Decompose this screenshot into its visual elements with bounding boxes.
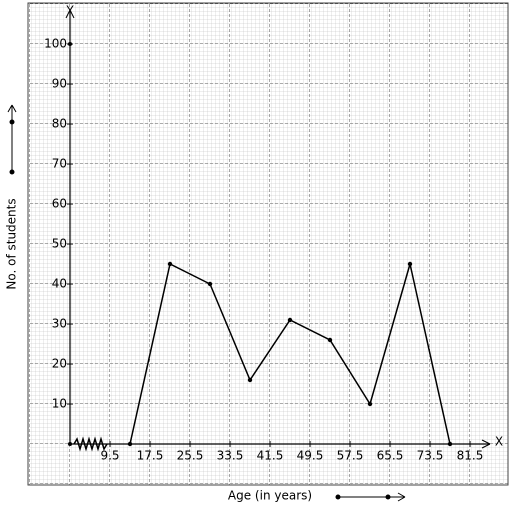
- data-point: [327, 337, 333, 343]
- data-point: [127, 441, 133, 447]
- data-point: [167, 261, 173, 267]
- data-point: [447, 441, 453, 447]
- y-tick-label: 40: [52, 277, 67, 291]
- x-tick-label: 9.5: [100, 449, 119, 463]
- y-tick-label: 80: [52, 117, 67, 131]
- data-point: [207, 281, 213, 287]
- decor-arrows: [7, 104, 406, 502]
- x-tick-label: 81.5: [457, 449, 484, 463]
- x-tick-label: 49.5: [297, 449, 324, 463]
- y-top-dot: [68, 42, 72, 46]
- y-tick-label: 50: [52, 237, 67, 251]
- x-tick-label: 73.5: [417, 449, 444, 463]
- data-point: [367, 401, 373, 407]
- x-tick-label: 17.5: [137, 449, 164, 463]
- x-tick-label: 65.5: [377, 449, 404, 463]
- origin-dot: [68, 442, 72, 446]
- y-tick-label: 10: [52, 397, 67, 411]
- x-tick-label: 57.5: [337, 449, 364, 463]
- data-point: [407, 261, 413, 267]
- y-axis-title: No. of students: [5, 198, 19, 289]
- y-tick-label: 90: [52, 77, 67, 91]
- y-tick-label: 70: [52, 157, 67, 171]
- data-point: [247, 377, 253, 383]
- y-tick-label: 20: [52, 357, 67, 371]
- y-tick-label: 100: [44, 37, 67, 51]
- axis-break: [73, 436, 108, 452]
- x-tick-label: 41.5: [257, 449, 284, 463]
- x-tick-label: 25.5: [177, 449, 204, 463]
- x-tick-label: 33.5: [217, 449, 244, 463]
- graph-paper: [27, 2, 509, 486]
- y-tick-label: 30: [52, 317, 67, 331]
- x-arrow: [481, 439, 491, 449]
- y-tick-label: 60: [52, 197, 67, 211]
- y-arrow: [65, 9, 75, 19]
- data-point: [287, 317, 293, 323]
- x-axis-title: Age (in years): [228, 489, 312, 503]
- plot: 10 20 30 40 50 60 70 80 90 100 9.5 17.5 25.5 33.5 41.5…: [44, 9, 491, 463]
- x-letter: X: [495, 435, 503, 449]
- y-letter: Y: [65, 4, 74, 18]
